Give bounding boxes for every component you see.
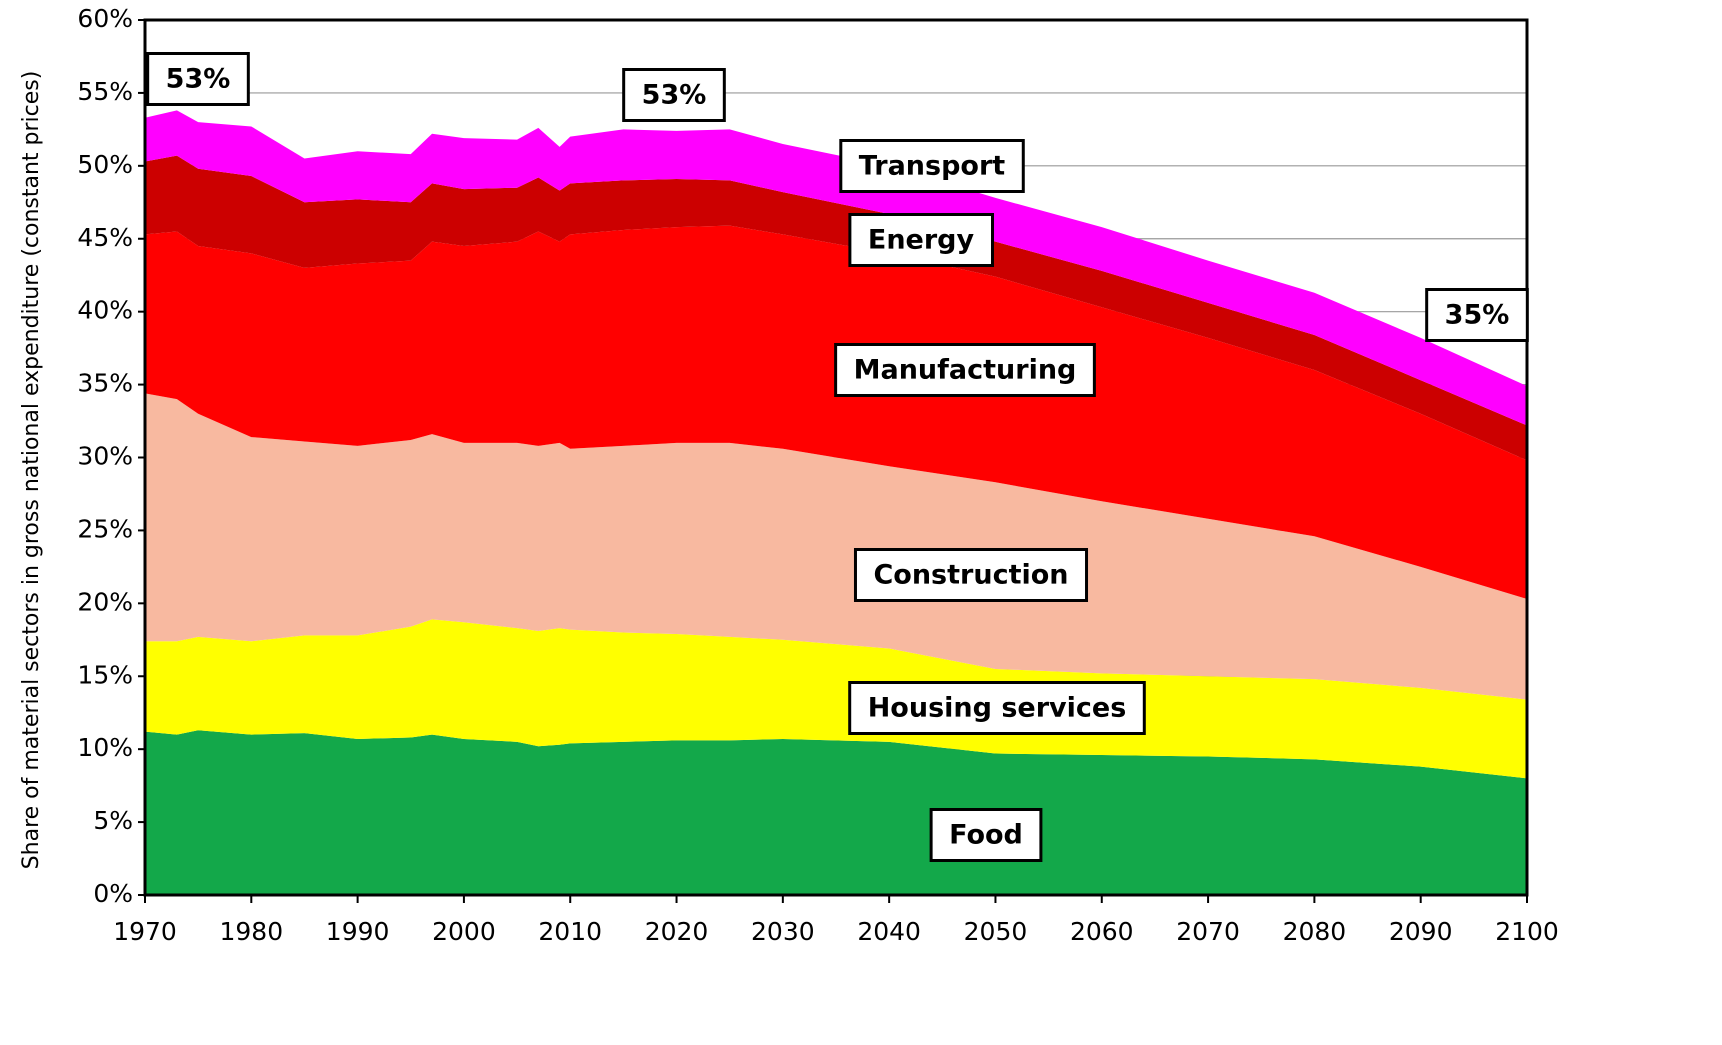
series-label-box [929, 808, 1043, 862]
x-tick-label: 2070 [1176, 917, 1240, 946]
series-label-text: Housing services [868, 693, 1127, 724]
area [145, 225, 1527, 599]
x-tick-label: 1970 [113, 917, 177, 946]
area [145, 730, 1527, 895]
annotation-box [622, 68, 726, 122]
series-label: Construction [853, 548, 1089, 602]
annotation-text: 53% [642, 80, 707, 111]
y-tick-label: 45% [77, 223, 133, 252]
x-tick-label: 2060 [1070, 917, 1134, 946]
x-tick-label: 2010 [538, 917, 602, 946]
series-label-text: Energy [868, 225, 975, 256]
x-tick-label: 2080 [1283, 917, 1347, 946]
x-tick-label: 2030 [751, 917, 815, 946]
x-tick-label: 2020 [645, 917, 709, 946]
y-tick-label: 20% [77, 587, 133, 616]
annotation: 53% [622, 68, 726, 122]
area [145, 619, 1527, 779]
annotation-box [146, 52, 250, 106]
series-label-text: Food [949, 820, 1023, 851]
annotation-box [1425, 288, 1529, 342]
y-tick-label: 25% [77, 514, 133, 543]
x-tick-label: 2100 [1495, 917, 1559, 946]
area [145, 393, 1527, 700]
y-axis-label: Share of material sectors in gross natio… [19, 71, 44, 870]
series-label: Energy [848, 213, 995, 267]
y-tick-label: 30% [77, 442, 133, 471]
plot-frame [143, 18, 1529, 897]
series-label-box [834, 343, 1096, 397]
area [145, 110, 1527, 426]
series-label-text: Manufacturing [854, 355, 1077, 386]
y-tick-label: 55% [77, 77, 133, 106]
y-tick-label: 40% [77, 296, 133, 325]
series-label: Manufacturing [834, 343, 1096, 397]
series-label: Transport [839, 139, 1025, 193]
y-tick-label: 0% [93, 879, 133, 908]
y-tick-label: 35% [77, 369, 133, 398]
x-tick-label: 2050 [964, 917, 1028, 946]
area [145, 155, 1527, 461]
series-label: Housing services [848, 681, 1146, 735]
series-label-text: Transport [859, 151, 1005, 182]
series-label-text: Construction [873, 560, 1068, 591]
x-tick-label: 1980 [219, 917, 283, 946]
y-tick-label: 5% [93, 806, 133, 835]
x-tick-label: 2090 [1389, 917, 1453, 946]
series-label: Food [929, 808, 1043, 862]
annotation: 53% [146, 52, 250, 106]
y-tick-label: 10% [77, 733, 133, 762]
series-label-box [839, 139, 1025, 193]
series-label-box [853, 548, 1089, 602]
x-tick-label: 2040 [857, 917, 921, 946]
x-tick-label: 2000 [432, 917, 496, 946]
y-tick-label: 60% [77, 4, 133, 33]
y-tick-label: 15% [77, 660, 133, 689]
annotation-text: 35% [1445, 300, 1510, 331]
annotation: 35% [1425, 288, 1529, 342]
series-label-box [848, 213, 995, 267]
series-label-box [848, 681, 1146, 735]
y-tick-label: 50% [77, 150, 133, 179]
x-tick-label: 1990 [326, 917, 390, 946]
annotation-text: 53% [166, 64, 231, 95]
